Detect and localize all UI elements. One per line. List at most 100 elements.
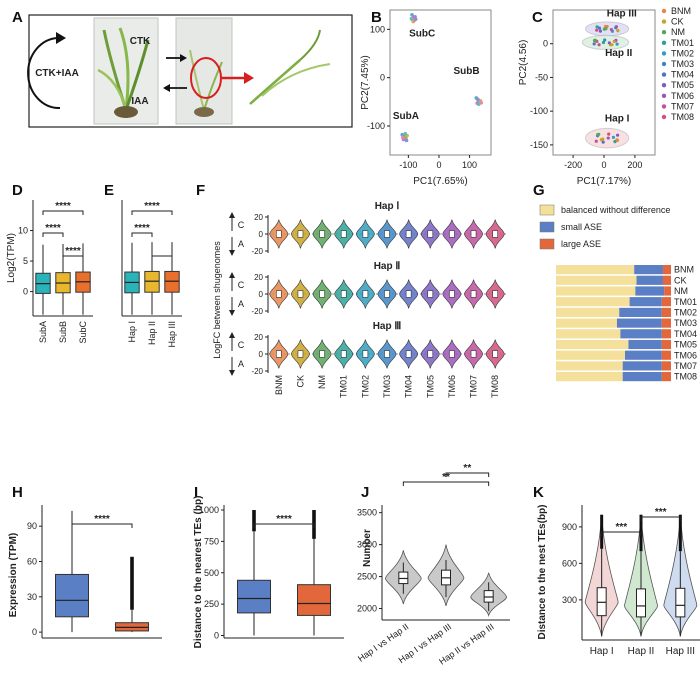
cluster-label: SubA — [393, 111, 419, 122]
x-tick-label: 0 — [436, 160, 441, 170]
data-point — [616, 133, 620, 137]
data-point — [607, 132, 611, 136]
y-tick-label: 2500 — [357, 572, 377, 582]
y-tick-label: 1000 — [199, 505, 219, 515]
violin-box — [276, 230, 282, 238]
data-point — [403, 131, 408, 136]
side-label-down: A — [238, 359, 244, 369]
y-tick-label: 20 — [254, 273, 263, 282]
plot-frame — [389, 9, 492, 156]
y-axis-label: Distance to the nest TEs(bp) — [537, 504, 548, 639]
legend-swatch — [539, 221, 555, 233]
significance-bracket — [151, 255, 173, 260]
violin-box — [427, 290, 434, 298]
panel-letter-f: F — [196, 182, 205, 199]
stacked-segment — [635, 286, 665, 296]
y-tick-label: 900 — [562, 522, 577, 532]
legend-label: TM08 — [671, 112, 694, 122]
panel-d-chart: 0 5 10 SubA SubB SubC **** **** **** Log2(TPM) — [6, 200, 93, 344]
violin-box — [319, 290, 325, 298]
significance-label: **** — [65, 246, 81, 257]
cluster-label: SubB — [453, 66, 479, 77]
violin-box — [276, 350, 282, 358]
down-arrow-head — [229, 250, 235, 256]
violin-box — [362, 290, 369, 298]
stacked-segment — [661, 307, 671, 317]
stacked-segment — [628, 339, 662, 350]
legend-dot — [661, 40, 667, 45]
category-label: CK — [295, 375, 305, 388]
y-tick-label: 0 — [543, 39, 548, 49]
category-label: TM08 — [490, 375, 500, 398]
violin-box — [427, 230, 434, 238]
significance-bracket — [42, 210, 84, 215]
legend-dot — [661, 19, 667, 24]
data-point — [592, 42, 596, 46]
legend-label: TM02 — [671, 48, 694, 58]
outlier-band — [252, 510, 256, 532]
y-tick-label: -50 — [535, 72, 548, 82]
significance-bracket — [42, 232, 64, 237]
forward-arrow-head — [180, 54, 187, 62]
cluster-label: Hap III — [607, 9, 637, 20]
culture-tube-left — [93, 17, 159, 125]
legend-label: CK — [671, 17, 684, 27]
violin-box — [319, 230, 325, 238]
category-label: Hap I — [590, 646, 614, 657]
panel-h-chart: 0 30 60 90 **** Expression (TPM) — [8, 505, 162, 639]
data-point — [404, 138, 409, 143]
stacked-segment — [625, 350, 662, 360]
violin-box — [384, 290, 390, 298]
box — [144, 270, 160, 293]
box — [55, 573, 89, 618]
category-label: SubA — [38, 321, 48, 343]
panel-k-chart: 300 600 900 Hap I Hap II Hap III *** *** Distanc… — [537, 504, 700, 657]
y-tick-label: 0 — [380, 73, 385, 83]
cluster-label: Hap I — [605, 113, 630, 124]
stacked-segment — [661, 329, 671, 339]
row-title: Hap Ⅱ — [374, 261, 401, 272]
violin-box — [470, 350, 477, 358]
stacked-segment — [619, 307, 662, 317]
category-label: Hap II — [628, 646, 655, 657]
y-tick-label: 0 — [214, 630, 219, 640]
up-arrow-head — [229, 332, 235, 338]
category-label: TM03 — [382, 375, 392, 398]
stacked-segment — [620, 329, 662, 339]
stacked-segment — [556, 275, 637, 285]
down-arrow-head — [229, 370, 235, 376]
category-label: NM — [317, 375, 327, 389]
category-label: SubB — [58, 321, 68, 343]
data-point — [609, 27, 613, 32]
violin-box — [492, 230, 498, 238]
legend-label: TM07 — [671, 101, 694, 111]
legend-label: BNM — [671, 6, 691, 16]
significance-label: *** — [655, 507, 667, 518]
legend-dot — [661, 8, 667, 14]
cluster-label: Hap II — [605, 48, 632, 59]
category-label: TM06 — [674, 350, 697, 360]
category-label: Hap III — [666, 646, 695, 657]
stacked-segment — [622, 361, 662, 371]
legend-dot — [661, 30, 667, 35]
category-label: TM07 — [674, 361, 697, 371]
stacked-segment — [662, 265, 671, 275]
data-point — [595, 28, 599, 32]
significance-bracket — [253, 523, 315, 528]
panel-letter-h: H — [12, 484, 23, 501]
legend-label: large ASE — [561, 239, 601, 249]
x-tick-label: 0 — [601, 160, 606, 170]
y-tick-label: 5 — [23, 256, 28, 266]
data-point — [612, 39, 616, 44]
category-label: Hap II — [147, 321, 157, 345]
stacked-segment — [616, 318, 662, 328]
panel-letter-d: D — [12, 182, 23, 199]
culture-tube-right — [175, 17, 233, 125]
outlier-band — [678, 514, 682, 552]
data-point — [476, 97, 480, 102]
panel-e-chart: Hap I Hap II Hap III **** **** — [121, 200, 182, 348]
y-tick-label: -100 — [367, 121, 385, 131]
category-label: CK — [674, 275, 687, 285]
stacked-segment — [622, 372, 662, 382]
